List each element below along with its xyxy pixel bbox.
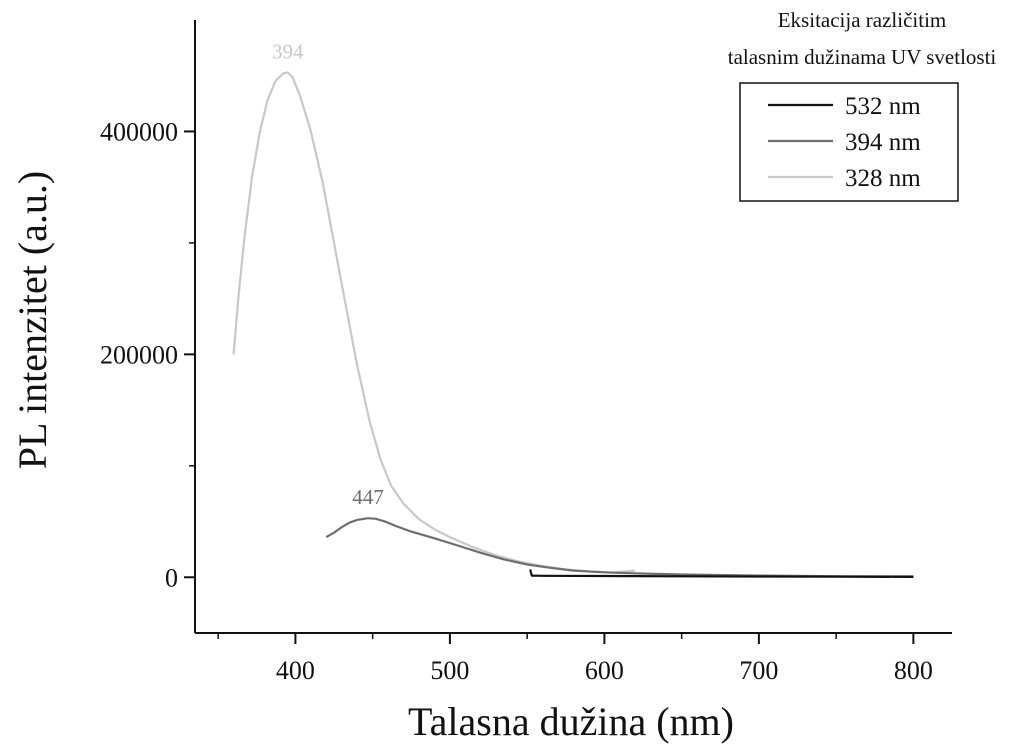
series-line-328-nm [232,71,636,574]
x-tick-label: 600 [585,656,624,685]
legend-label-394-nm: 394 nm [845,129,921,156]
series-line-532-nm [529,569,914,579]
x-axis-title: Talasna dužina (nm) [408,699,734,744]
legend-label-532-nm: 532 nm [845,93,921,120]
x-tick-label: 500 [430,656,469,685]
series-layer [232,71,914,579]
legend: 532 nm 394 nm 328 nm [739,82,959,202]
y-tick-label: 200000 [100,340,178,369]
legend-label-328-nm: 328 nm [845,165,921,192]
axes [194,20,952,634]
peak-label-394: 394 [272,39,304,63]
x-tick-label: 700 [739,656,778,685]
peak-label-447: 447 [352,485,384,509]
y-tick-label: 0 [165,563,178,592]
legend-title-line-2: talasnim dužinama UV svetlosti [728,45,997,69]
x-tick-label: 800 [894,656,933,685]
y-axis-title: PL intenzitet (a.u.) [10,171,55,469]
series-line-394-nm [325,517,914,578]
x-tick-label: 400 [276,656,315,685]
y-tick-label: 400000 [100,117,178,146]
legend-title-line-1: Eksitacija različitim [778,8,947,32]
annotations: 394 447 [272,39,384,509]
ticks: 400 500 600 700 800 0 200000 400000 [100,117,933,685]
legend-title: Eksitacija različitim talasnim dužinama … [728,8,997,69]
